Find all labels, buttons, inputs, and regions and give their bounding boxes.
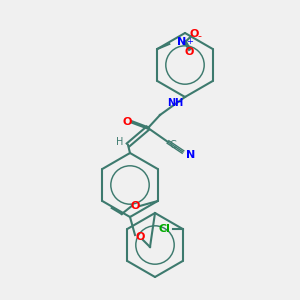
Text: O: O xyxy=(184,47,194,57)
Text: H: H xyxy=(116,137,124,147)
Text: N: N xyxy=(177,37,186,47)
Text: O: O xyxy=(122,117,132,127)
Text: NH: NH xyxy=(167,98,184,108)
Text: O: O xyxy=(135,232,145,242)
Text: O: O xyxy=(130,201,140,211)
Text: N: N xyxy=(186,150,196,160)
Text: +: + xyxy=(186,38,193,46)
Text: -: - xyxy=(197,31,201,41)
Text: C: C xyxy=(169,140,176,150)
Text: O: O xyxy=(190,29,199,39)
Text: Cl: Cl xyxy=(159,224,171,234)
